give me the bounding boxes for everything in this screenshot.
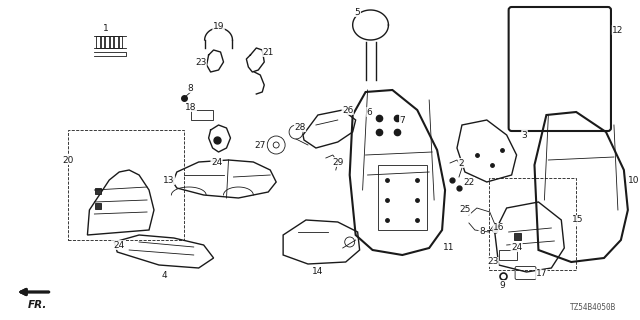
Bar <box>191 110 212 120</box>
Text: 18: 18 <box>185 102 196 111</box>
Text: 9: 9 <box>500 281 506 290</box>
Text: 24: 24 <box>211 157 222 166</box>
Text: 29: 29 <box>332 157 344 166</box>
Bar <box>95 203 101 209</box>
Text: 13: 13 <box>163 175 175 185</box>
Bar <box>110 36 113 48</box>
Text: 17: 17 <box>536 269 547 278</box>
Text: 11: 11 <box>444 244 455 252</box>
Bar <box>115 36 118 48</box>
Bar <box>118 36 122 48</box>
Text: 24: 24 <box>511 243 522 252</box>
Text: 8: 8 <box>188 84 194 92</box>
Text: 22: 22 <box>463 178 474 187</box>
Text: 27: 27 <box>255 140 266 149</box>
Bar <box>514 233 520 240</box>
Text: 25: 25 <box>460 205 470 214</box>
Text: 10: 10 <box>628 175 639 185</box>
Text: FR.: FR. <box>28 300 47 310</box>
Text: 5: 5 <box>355 7 360 17</box>
Text: 26: 26 <box>342 106 353 115</box>
Text: 16: 16 <box>493 223 504 233</box>
Bar <box>68 130 184 240</box>
Text: 12: 12 <box>612 26 623 35</box>
Text: 15: 15 <box>572 215 584 225</box>
Text: 7: 7 <box>399 116 405 124</box>
Text: 14: 14 <box>312 268 324 276</box>
Text: 2: 2 <box>458 158 464 167</box>
Text: 1: 1 <box>104 23 109 33</box>
Text: 19: 19 <box>213 21 224 30</box>
Bar <box>378 165 427 230</box>
Text: 24: 24 <box>113 241 125 250</box>
Bar <box>489 178 576 270</box>
Text: 28: 28 <box>294 123 306 132</box>
Bar <box>106 36 109 48</box>
Text: 4: 4 <box>161 271 167 281</box>
Bar <box>97 36 100 48</box>
Text: 8: 8 <box>479 228 484 236</box>
Text: TZ54B4050B: TZ54B4050B <box>570 303 616 312</box>
Text: 20: 20 <box>62 156 73 164</box>
Text: 23: 23 <box>487 258 499 267</box>
Text: 6: 6 <box>367 108 372 116</box>
Text: 23: 23 <box>195 58 206 67</box>
Bar <box>101 36 104 48</box>
Bar <box>499 250 516 260</box>
Text: 21: 21 <box>262 47 274 57</box>
Bar <box>95 188 101 194</box>
Text: 3: 3 <box>522 131 527 140</box>
